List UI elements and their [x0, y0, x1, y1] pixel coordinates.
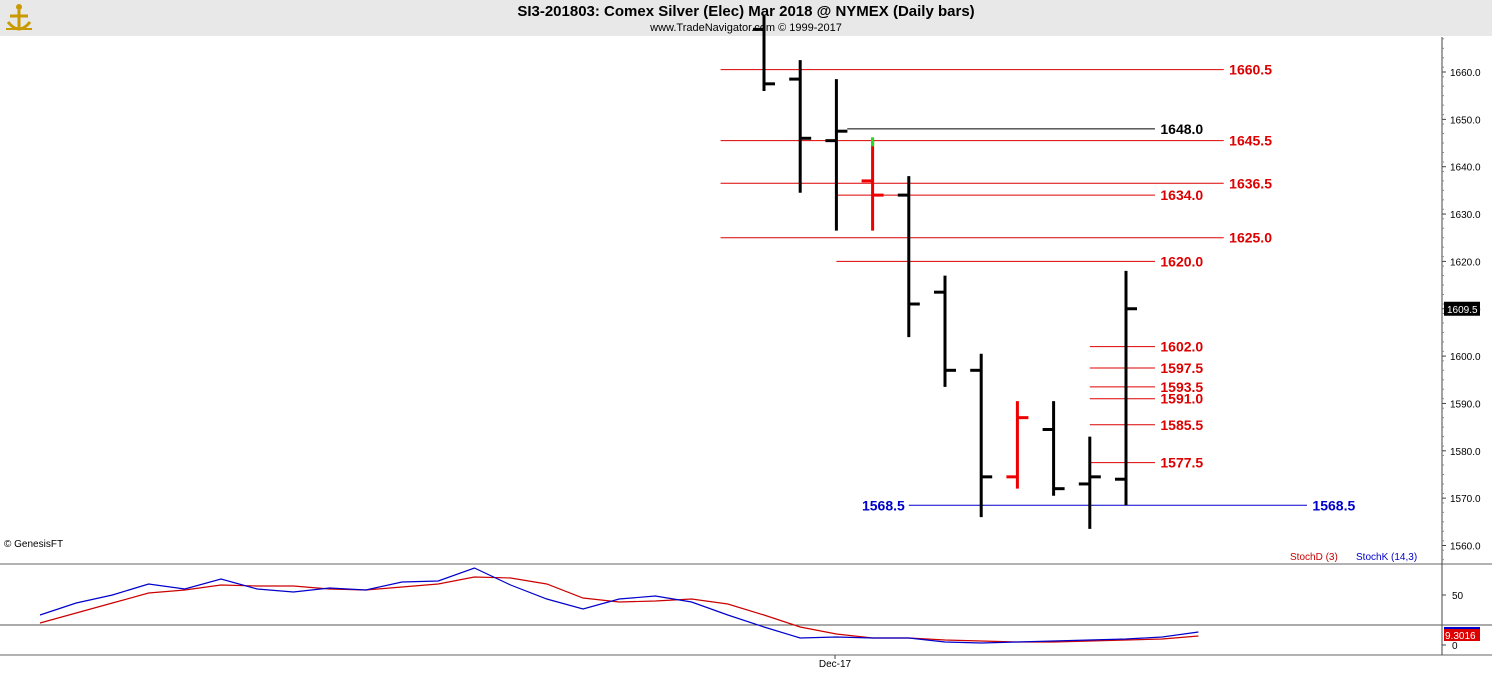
copyright-label: © GenesisFT	[4, 539, 63, 550]
price-plot-area	[0, 37, 1442, 564]
level-label: 1634.0	[1160, 187, 1203, 203]
price-tick-label: 1630.0	[1450, 210, 1481, 221]
price-tick-label: 1620.0	[1450, 257, 1481, 268]
price-tick-label: 1590.0	[1450, 399, 1481, 410]
ohlc-bar	[789, 60, 812, 193]
stoch-last-marker	[1444, 627, 1480, 629]
ohlc-bar	[1078, 436, 1101, 529]
price-tick-label: 1560.0	[1450, 542, 1481, 553]
x-tick-label: Dec-17	[819, 659, 852, 670]
price-tick-label: 1640.0	[1450, 163, 1481, 174]
legend-stochD: StochD (3)	[1290, 552, 1338, 563]
price-tick-label: 1600.0	[1450, 352, 1481, 363]
ohlc-bar	[934, 275, 956, 387]
price-tick-label: 1570.0	[1450, 494, 1481, 505]
stochD-line	[39, 576, 1199, 643]
level-left-label: 1568.5	[862, 497, 905, 513]
level-label: 1585.5	[1160, 417, 1203, 433]
chart-subtitle: www.TradeNavigator.com © 1999-2017	[650, 22, 842, 34]
price-tick-label: 1660.0	[1450, 68, 1481, 79]
level-label: 1625.0	[1229, 230, 1272, 246]
stochK-line	[39, 567, 1199, 644]
level-label: 1620.0	[1160, 253, 1203, 269]
level-label: 1568.5	[1312, 497, 1355, 513]
price-axis: 1660.01650.01640.01630.01620.01610.01600…	[1442, 38, 1481, 561]
price-tick-label: 1650.0	[1450, 115, 1481, 126]
level-label: 1660.5	[1229, 62, 1272, 78]
level-label: 1593.5	[1160, 379, 1203, 395]
ohlc-bar	[753, 15, 775, 91]
stochastic-panel: 50 0 StochD (3) StochK (14,3) 9.3016	[0, 552, 1492, 652]
level-label: 1577.5	[1160, 455, 1203, 471]
stoch-tick-label: 0	[1452, 641, 1458, 652]
ohlc-bar	[1042, 401, 1065, 496]
ohlc-bar	[861, 137, 884, 231]
levels-layer: 1660.5 1648.0 1645.5 1636.5 1634.0 1625.0 1620…	[720, 62, 1355, 513]
stoch-tick-label: 50	[1452, 591, 1464, 602]
ohlc-bar	[970, 353, 993, 518]
level-label: 1591.0	[1160, 391, 1203, 407]
stoch-last-box	[1444, 629, 1480, 641]
stoch-last-value: 9.3016	[1445, 631, 1476, 642]
level-label: 1648.0	[1160, 121, 1203, 137]
price-bars	[753, 15, 1137, 529]
chart-header	[0, 0, 1492, 36]
level-label: 1636.5	[1229, 175, 1272, 191]
ohlc-bar	[1006, 401, 1029, 489]
level-label: 1645.5	[1229, 133, 1272, 149]
last-price-box	[1444, 301, 1480, 316]
level-label: 1597.5	[1160, 360, 1203, 376]
ohlc-bar	[897, 176, 920, 338]
price-tick-label: 1580.0	[1450, 447, 1481, 458]
anchor-compass-logo-icon	[6, 4, 32, 31]
chart-title: SI3-201803: Comex Silver (Elec) Mar 2018…	[517, 3, 975, 20]
legend-stochK: StochK (14,3)	[1356, 552, 1417, 563]
last-price-label: 1609.5	[1447, 305, 1478, 316]
level-label: 1602.0	[1160, 339, 1203, 355]
ohlc-bar	[825, 79, 848, 231]
ohlc-bar	[1115, 270, 1137, 506]
